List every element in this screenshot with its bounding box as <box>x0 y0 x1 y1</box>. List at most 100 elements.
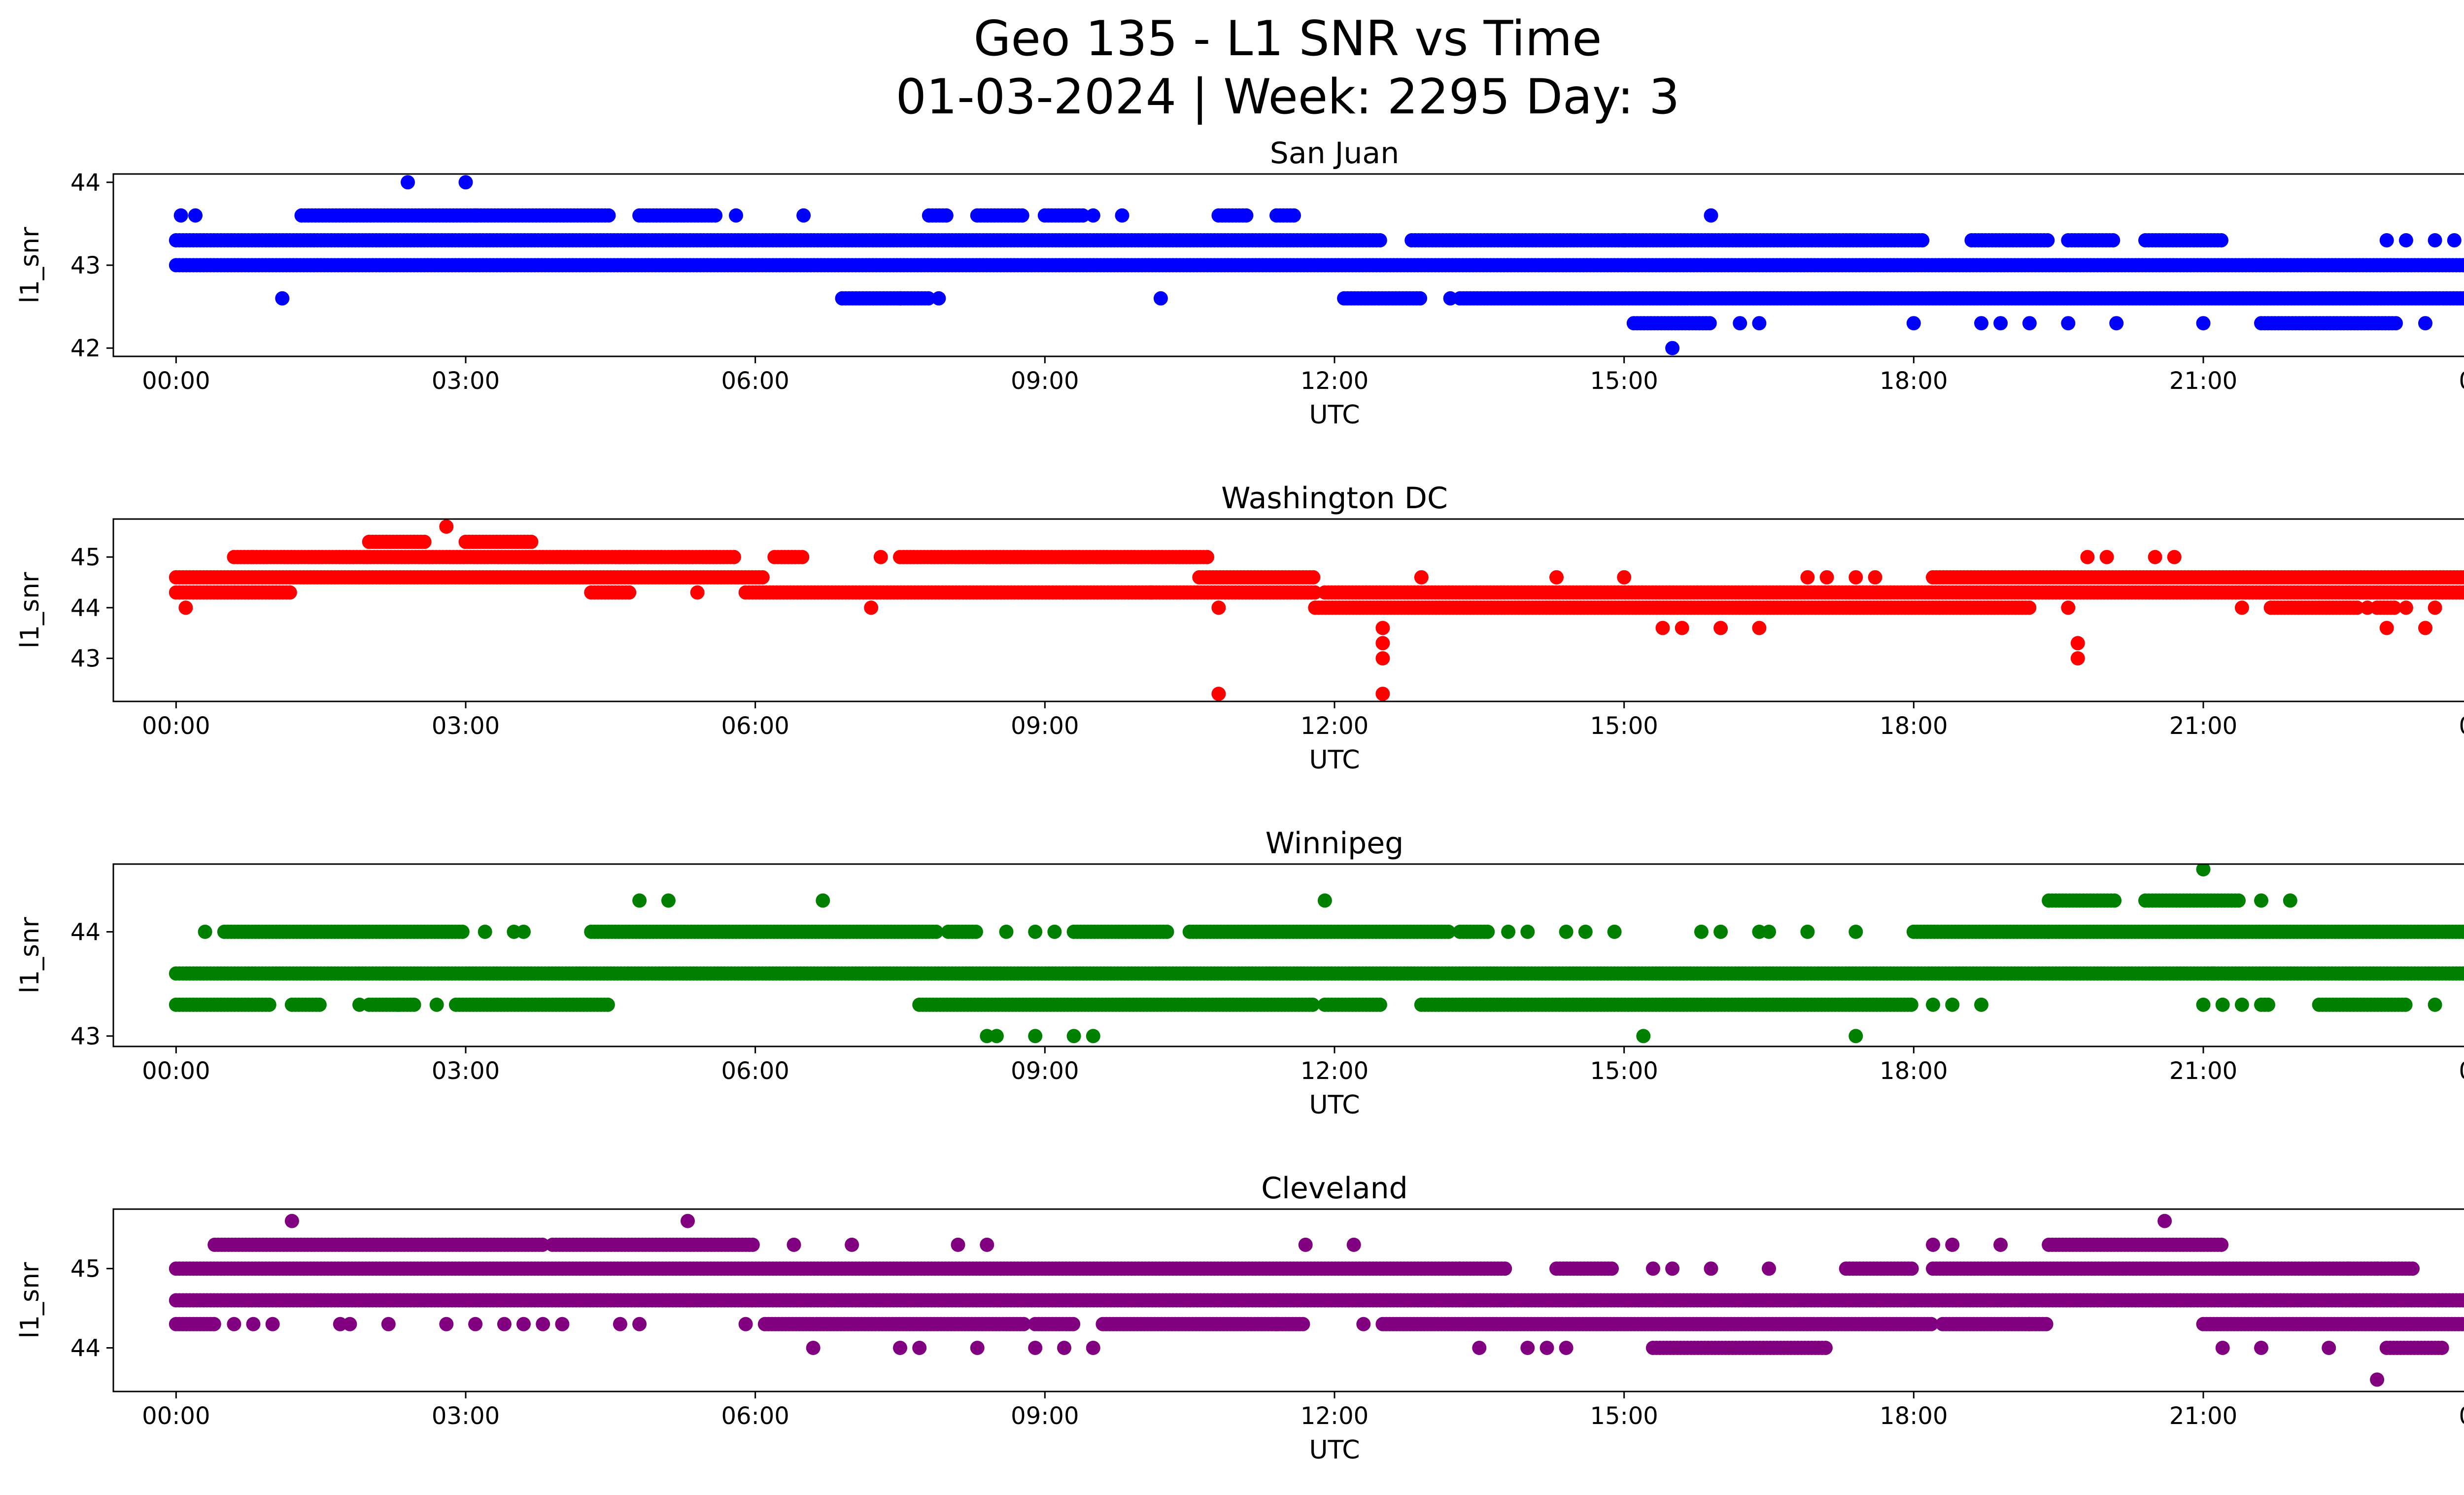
data-point <box>1414 570 1429 585</box>
data-point <box>1307 585 1322 600</box>
data-point <box>1752 621 1767 635</box>
data-point <box>2463 970 2464 977</box>
data-point <box>1066 1029 1081 1043</box>
data-point <box>661 893 676 908</box>
data-point <box>708 208 723 223</box>
data-point <box>2463 261 2464 269</box>
data-point <box>417 534 432 549</box>
figure-title: Geo 135 - L1 SNR vs Time 01-03-2024 | We… <box>0 10 2464 126</box>
data-point <box>2070 651 2085 666</box>
data-point <box>929 924 944 939</box>
data-point <box>1819 570 1834 585</box>
data-point <box>755 570 770 585</box>
data-point <box>2061 316 2076 331</box>
series-points-washington-dc <box>169 519 2464 701</box>
data-point <box>1375 621 1390 635</box>
data-point <box>1868 570 1882 585</box>
y-axis-label-washington-dc: l1_snr <box>15 572 45 649</box>
data-point <box>1733 316 1747 331</box>
data-point <box>2379 233 2394 247</box>
data-point <box>1144 585 1159 600</box>
data-point <box>1375 687 1390 701</box>
data-point <box>391 997 406 1012</box>
data-point <box>873 550 888 564</box>
data-point <box>352 997 367 1012</box>
data-point <box>2148 550 2162 564</box>
data-point <box>439 519 454 534</box>
data-point <box>2350 600 2364 615</box>
data-point <box>478 924 492 939</box>
data-point <box>2099 550 2114 564</box>
data-point <box>524 534 539 549</box>
data-point <box>458 175 473 190</box>
data-point <box>1713 924 1728 939</box>
data-point <box>1441 924 1456 939</box>
series-points-winnipeg <box>169 864 2464 1043</box>
data-point <box>2107 893 2122 908</box>
data-point <box>1075 208 1090 223</box>
data-point <box>2461 571 2464 584</box>
data-point <box>601 208 616 223</box>
y-tick-label: 42 <box>70 335 101 362</box>
data-point <box>1305 997 1320 1012</box>
data-point <box>989 1029 1004 1043</box>
x-tick-label: 15:00 <box>1590 712 1658 740</box>
y-tick-label: 44 <box>70 594 101 622</box>
y-axis-label-san-juan: l1_snr <box>15 227 45 304</box>
data-point <box>632 893 647 908</box>
x-tick-label: 12:00 <box>1300 712 1369 740</box>
data-point <box>796 208 811 223</box>
x-tick-label: 03:00 <box>432 367 500 395</box>
data-point <box>1501 924 1516 939</box>
data-point <box>2459 925 2464 939</box>
data-point <box>2460 292 2464 305</box>
x-tick-label: 09:00 <box>1011 367 1079 395</box>
data-point <box>312 997 327 1012</box>
data-point <box>468 208 483 223</box>
data-point <box>2418 621 2432 635</box>
data-point <box>2447 233 2462 247</box>
data-point <box>1617 233 1632 247</box>
data-point <box>729 208 743 223</box>
data-point <box>600 997 615 1012</box>
data-point <box>2109 316 2124 331</box>
data-point <box>931 291 946 306</box>
data-point <box>1559 924 1574 939</box>
data-point <box>282 585 297 600</box>
data-point <box>1974 316 1988 331</box>
data-point <box>2196 997 2211 1012</box>
data-point <box>1413 291 1428 306</box>
data-point <box>2231 893 2246 908</box>
data-point <box>2080 550 2095 564</box>
data-point <box>939 208 954 223</box>
data-point <box>2428 233 2442 247</box>
data-point <box>2398 600 2413 615</box>
data-point <box>2040 233 2055 247</box>
data-point <box>1443 291 1458 306</box>
data-point <box>622 585 637 600</box>
x-tick-label: 00:00 <box>2459 712 2464 740</box>
x-tick-label: 21:00 <box>2169 712 2237 740</box>
y-tick-label: 43 <box>70 252 101 279</box>
data-point <box>407 997 421 1012</box>
data-point <box>795 550 810 564</box>
data-point <box>1306 570 1321 585</box>
data-point <box>455 924 470 939</box>
data-point <box>921 291 936 306</box>
data-point <box>816 893 830 908</box>
data-point <box>2463 589 2464 596</box>
x-axis-label-washington-dc: UTC <box>1309 745 1360 775</box>
data-point <box>1906 316 1921 331</box>
data-point <box>1848 924 1863 939</box>
figure-title-line-1: Geo 135 - L1 SNR vs Time <box>973 11 1602 67</box>
data-point <box>1211 600 1226 615</box>
data-point <box>1578 924 1593 939</box>
data-point <box>726 550 741 564</box>
data-point <box>2215 997 2230 1012</box>
data-point <box>2261 997 2275 1012</box>
data-point <box>1993 316 2008 331</box>
data-point <box>2070 636 2085 651</box>
data-point <box>1800 924 1815 939</box>
x-tick-label: 00:00 <box>142 367 210 395</box>
